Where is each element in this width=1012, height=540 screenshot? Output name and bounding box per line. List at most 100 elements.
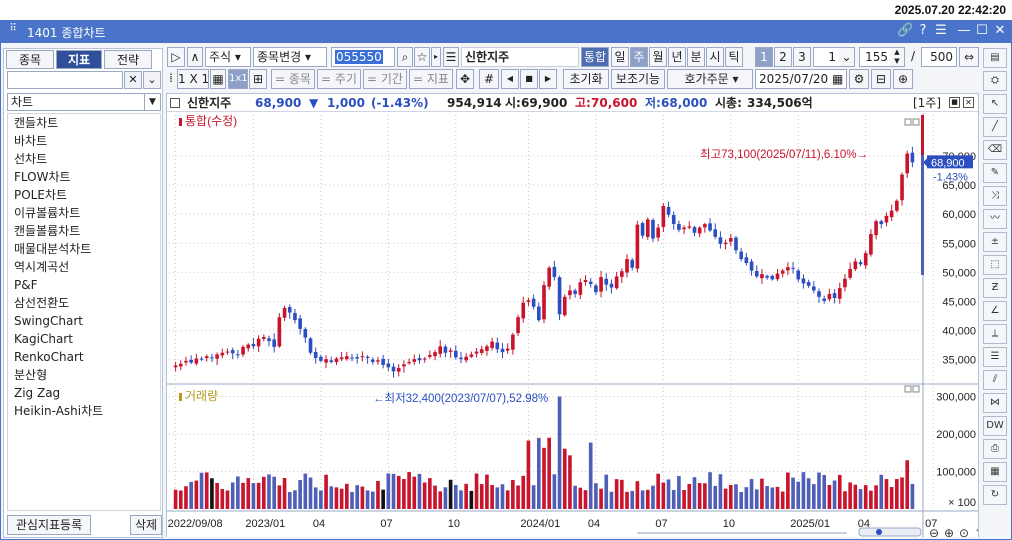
text-icon[interactable]: ☰ <box>983 347 1007 367</box>
star-icon[interactable]: ☆ <box>414 47 430 67</box>
fibo-icon[interactable]: Ƶ <box>983 278 1007 298</box>
prev-icon[interactable]: ◀ <box>501 69 519 89</box>
indicator-item[interactable]: 캔들차트 <box>14 116 59 130</box>
grid-icon[interactable]: ▦ <box>210 69 226 89</box>
period-button-2[interactable]: 월 <box>649 47 667 67</box>
tab-stock[interactable]: 종목 <box>6 50 54 69</box>
aux-function-button[interactable]: 보조기능 <box>611 69 665 89</box>
sync-stock-toggle[interactable]: = 종목 <box>271 69 315 89</box>
line-icon[interactable]: ╱ <box>983 117 1007 137</box>
panel-close-icon[interactable]: ✕ <box>963 97 974 108</box>
crosshair-icon[interactable]: ✥ <box>456 69 474 89</box>
indicator-item[interactable]: P&F <box>14 278 38 292</box>
period-button-0[interactable]: 일 <box>611 47 629 67</box>
tab-strategy[interactable]: 전략 <box>104 50 152 69</box>
period-button-1[interactable]: 주 <box>630 47 648 67</box>
max-count-input[interactable]: 500 <box>921 47 957 67</box>
indicator-search-input[interactable] <box>7 71 123 89</box>
sync-indicator-toggle[interactable]: = 지표 <box>409 69 453 89</box>
stock-change-select[interactable]: 종목변경 ▾ <box>253 47 327 67</box>
period-button-6[interactable]: 틱 <box>725 47 743 67</box>
reset-button[interactable]: 초기화 <box>563 69 609 89</box>
pattern-icon[interactable]: ⋈ <box>983 393 1007 413</box>
stock-list-icon[interactable]: ☰ <box>443 47 459 67</box>
checkbox[interactable] <box>170 98 180 108</box>
link-icon[interactable]: 🔗 <box>897 23 914 38</box>
delete-button[interactable]: 삭제 <box>130 515 162 535</box>
indicator-item[interactable]: 분산형 <box>14 368 48 382</box>
indicator-item[interactable]: Heikin-Ashi차트 <box>14 404 104 418</box>
single-layout-button[interactable]: 1x1 <box>228 69 248 89</box>
trend-icon[interactable]: ⤨ <box>983 186 1007 206</box>
order-select[interactable]: 호가주문 ▾ <box>667 69 753 89</box>
indicator-list[interactable]: 캔들차트 바차트 선차트 FLOW차트 POLE차트 이큐볼륨차트 캔들볼륨차트 매물대분석차… <box>7 113 161 511</box>
stock-code-input[interactable]: 055550 ▾ <box>331 47 395 67</box>
indicator-item[interactable]: FLOW차트 <box>14 170 71 184</box>
wave-icon[interactable]: 〰 <box>983 209 1007 229</box>
stop-icon[interactable]: ■ <box>520 69 538 89</box>
indicator-item[interactable]: RenkoChart <box>14 350 84 364</box>
maximize-icon[interactable]: ☐ <box>976 23 988 38</box>
pencil-icon[interactable]: ✎ <box>983 163 1007 183</box>
play-icon[interactable]: ▸ <box>431 47 441 67</box>
sync-period-toggle[interactable]: = 주기 <box>317 69 361 89</box>
settings-icon[interactable]: ⚙ <box>849 69 869 89</box>
period-button-3[interactable]: 년 <box>668 47 686 67</box>
period-button-5[interactable]: 시 <box>706 47 724 67</box>
next-icon[interactable]: ▶ <box>539 69 557 89</box>
count-spin-icon[interactable]: ▲ ▼ <box>890 48 904 66</box>
print-icon[interactable]: ⎙ <box>983 439 1007 459</box>
hash-icon[interactable]: # <box>479 69 499 89</box>
indicator-item[interactable]: 바차트 <box>14 134 48 148</box>
help-icon[interactable]: ? <box>919 23 927 38</box>
interval-dropdown-icon[interactable]: ⌄ <box>839 48 854 66</box>
table-icon[interactable]: ⊞ <box>249 69 267 89</box>
calendar-icon[interactable]: ▦ <box>832 72 844 86</box>
parallel-icon[interactable]: ⫽ <box>983 370 1007 390</box>
cursor-icon[interactable]: ↖ <box>983 94 1007 114</box>
indicator-item[interactable]: 역시계곡선 <box>14 260 70 274</box>
num-3-button[interactable]: 3 <box>793 47 811 67</box>
layout-button[interactable]: 1 X 1 <box>177 69 209 89</box>
save-icon[interactable]: ▦ <box>983 462 1007 482</box>
close-icon[interactable]: ✕ <box>994 23 1006 38</box>
tool-icon[interactable]: ⛭ <box>983 71 1007 91</box>
dw-icon[interactable]: DW <box>983 416 1007 436</box>
indicator-item[interactable]: 매물대분석차트 <box>14 242 92 256</box>
panel-toggle-icon[interactable]: ▷ <box>167 47 185 67</box>
date-input[interactable]: 2025/07/20 ▦ <box>755 69 847 89</box>
num-1-button[interactable]: 1 <box>755 47 773 67</box>
indicator-item[interactable]: KagiChart <box>14 332 73 346</box>
eraser-icon[interactable]: ⌫ <box>983 140 1007 160</box>
indicator-item[interactable]: Zig Zag <box>14 386 61 400</box>
save-chart-icon[interactable]: ⊕ <box>893 69 913 89</box>
indicator-item[interactable]: 이큐볼륨차트 <box>14 206 81 220</box>
panel-max-icon[interactable]: ■ <box>949 97 960 108</box>
refresh-icon[interactable]: ↻ <box>983 485 1007 505</box>
tonghap-button[interactable]: 통합 <box>581 47 609 67</box>
tab-indicator[interactable]: 지표 <box>56 50 102 69</box>
angle-icon[interactable]: ∠ <box>983 301 1007 321</box>
market-select[interactable]: 주식 ▾ <box>205 47 251 67</box>
sync-range-toggle[interactable]: = 기간 <box>363 69 407 89</box>
category-select[interactable]: 차트 ▼ <box>7 93 161 111</box>
chart-svg[interactable]: 35,000 40,000 45,000 50,000 55,000 60,000 65,0… <box>167 113 978 537</box>
shapes-icon[interactable]: ⬚ <box>983 255 1007 275</box>
minimize-icon[interactable]: — <box>957 23 971 38</box>
price-tool-icon[interactable]: ▤ <box>983 48 1007 68</box>
clear-search-icon[interactable]: ✕ <box>124 71 142 89</box>
indicator-item[interactable]: 삼선전환도 <box>14 296 70 310</box>
arrange-icon[interactable]: ⇔ <box>959 47 979 67</box>
settings-lines-icon[interactable]: ☰ <box>935 23 947 38</box>
indicator-item[interactable]: 선차트 <box>14 152 48 166</box>
indicator-item[interactable]: SwingChart <box>14 314 83 328</box>
plus-minus-icon[interactable]: ± <box>983 232 1007 252</box>
search-dropdown-icon[interactable]: ⌄ <box>143 71 161 89</box>
search-icon[interactable]: ⌕ <box>397 47 413 67</box>
indicator-item[interactable]: 캔들볼륨차트 <box>14 224 81 238</box>
chart-tools-icon[interactable]: ⊟ <box>871 69 891 89</box>
num-2-button[interactable]: 2 <box>774 47 792 67</box>
up-arrow-icon[interactable]: ∧ <box>187 47 203 67</box>
period-button-4[interactable]: 분 <box>687 47 705 67</box>
chevron-down-icon[interactable]: ▼ <box>144 94 160 110</box>
